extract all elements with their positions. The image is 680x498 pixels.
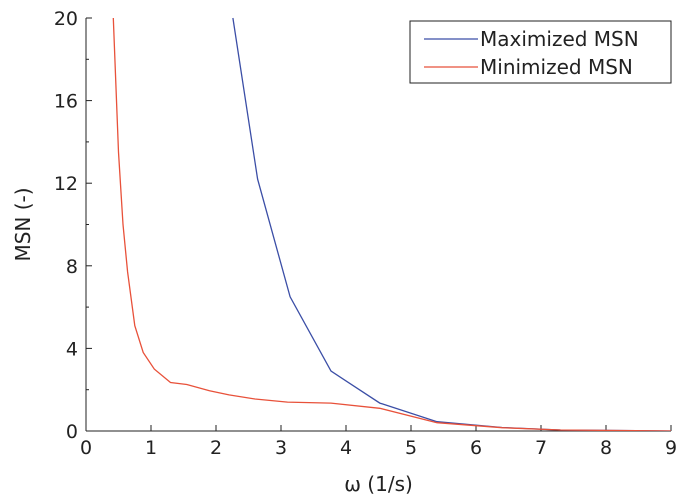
y-tick-label: 20 bbox=[54, 8, 78, 30]
legend-label: Minimized MSN bbox=[480, 55, 633, 79]
axes bbox=[85, 17, 672, 432]
x-tick-label: 1 bbox=[145, 437, 157, 459]
x-tick-label: 2 bbox=[210, 437, 222, 459]
y-axis-label: MSN (-) bbox=[11, 187, 35, 261]
y-tick-label: 4 bbox=[66, 338, 78, 360]
x-tick-label: 4 bbox=[340, 437, 352, 459]
y-tick-label: 8 bbox=[66, 256, 78, 278]
y-tick-label: 0 bbox=[66, 421, 78, 443]
x-tick-label: 8 bbox=[600, 437, 612, 459]
x-tick-label: 0 bbox=[80, 437, 92, 459]
x-tick-label: 6 bbox=[470, 437, 482, 459]
x-axis-label: ω (1/s) bbox=[344, 472, 413, 496]
y-tick-label: 16 bbox=[54, 91, 78, 113]
legend-box bbox=[409, 20, 672, 84]
x-tick-label: 3 bbox=[275, 437, 287, 459]
legend-label: Maximized MSN bbox=[480, 27, 639, 51]
series-line-minimized-msn bbox=[112, 17, 671, 431]
plot-area bbox=[112, 17, 671, 431]
legend: Maximized MSN Minimized MSN bbox=[409, 20, 672, 84]
y-tick-label: 12 bbox=[54, 173, 78, 195]
x-tick-label: 5 bbox=[405, 437, 417, 459]
x-tick-label: 7 bbox=[535, 437, 547, 459]
x-tick-label: 9 bbox=[665, 437, 677, 459]
